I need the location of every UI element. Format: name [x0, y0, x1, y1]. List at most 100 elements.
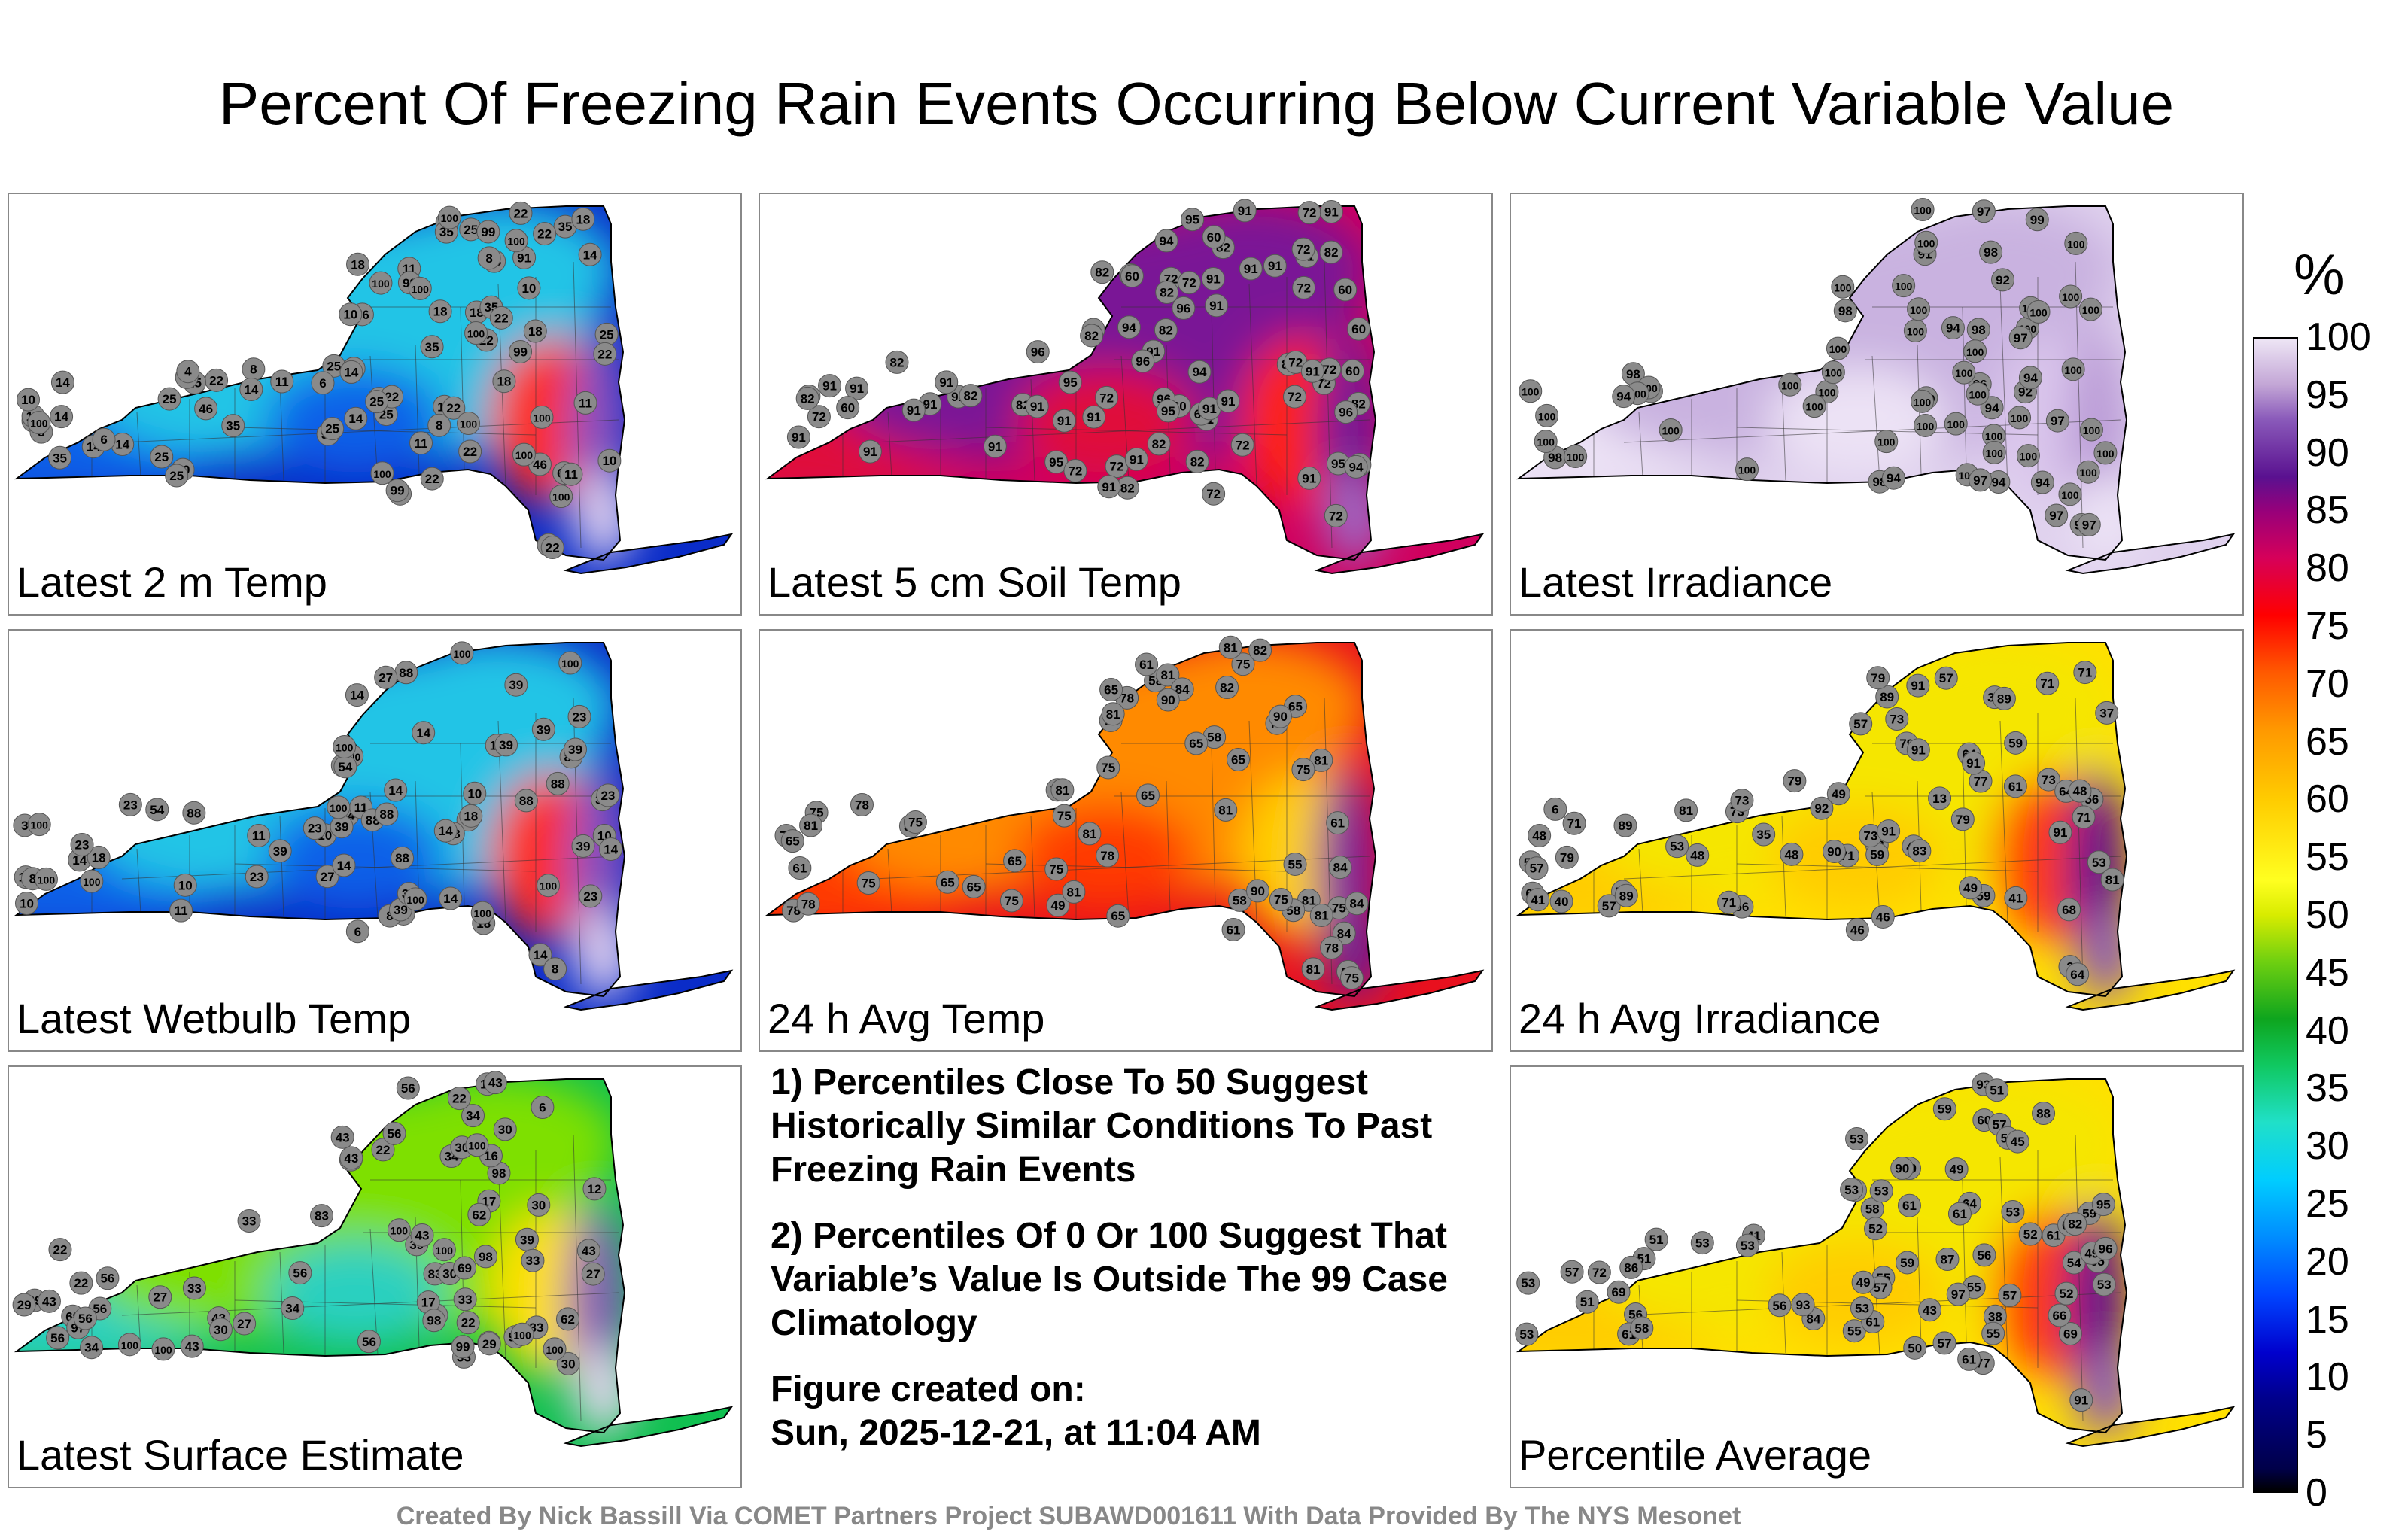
county-line: [279, 815, 284, 917]
station-marker: 61: [1326, 811, 1350, 835]
station-marker: 29: [12, 1293, 36, 1317]
station-value: 73: [2042, 773, 2056, 787]
station-value: 100: [1955, 367, 1973, 379]
station-value: 14: [583, 248, 597, 262]
station-value: 94: [1193, 365, 1207, 379]
station-value: 25: [325, 422, 339, 436]
station-marker: 53: [1690, 1231, 1714, 1255]
station-value: 37: [2099, 706, 2114, 720]
county-line: [497, 1157, 506, 1360]
colorbar-tick-label: 95: [2306, 372, 2349, 417]
station-value: 30: [498, 1123, 512, 1137]
station-marker: 60: [1202, 225, 1226, 249]
color-field: [768, 206, 1482, 573]
station-value: 89: [1619, 819, 1633, 833]
station-marker: 59: [1932, 1097, 1956, 1121]
station-marker: 100: [27, 813, 51, 837]
station-marker: 51: [1644, 1227, 1668, 1251]
station-value: 89: [1880, 690, 1894, 704]
station-marker: 61: [1897, 1193, 1921, 1217]
station-value: 35: [558, 220, 573, 234]
county-line: [1999, 720, 2008, 923]
station-marker: 100: [464, 321, 488, 345]
station-value: 72: [1592, 1266, 1607, 1280]
station-value: 61: [1227, 923, 1241, 937]
station-value: 91: [1221, 394, 1236, 409]
station-marker: 72: [807, 405, 831, 429]
station-value: 98: [492, 1166, 506, 1181]
station-value: 84: [1175, 682, 1190, 697]
station-marker: 46: [1845, 918, 1869, 942]
station-value: 91: [1911, 743, 1926, 758]
station-marker: 27: [581, 1262, 605, 1286]
station-marker: 100: [327, 795, 351, 819]
station-marker: 14: [344, 406, 368, 430]
station-value: 51: [1990, 1084, 2004, 1098]
station-value: 23: [308, 822, 322, 836]
station-marker: 48: [1686, 843, 1710, 867]
station-value: 75: [1296, 763, 1310, 777]
colorbar-tick-label: 30: [2306, 1124, 2349, 1169]
station-value: 100: [540, 880, 558, 892]
station-value: 62: [561, 1312, 575, 1327]
station-marker: 41: [1526, 888, 1550, 912]
station-value: 35: [53, 451, 67, 465]
station-marker: 91: [1906, 738, 1930, 762]
station-marker: 100: [1914, 413, 1938, 437]
station-marker: 60: [1341, 359, 1365, 383]
station-marker: 88: [546, 771, 570, 795]
station-value: 100: [468, 1140, 486, 1152]
station-marker: 23: [118, 792, 142, 816]
station-value: 54: [338, 760, 352, 774]
station-value: 35: [425, 340, 439, 354]
station-value: 71: [2040, 676, 2054, 691]
station-marker: 90: [1890, 1157, 1914, 1181]
county-line: [1999, 1157, 2008, 1360]
station-marker: 82: [1147, 432, 1171, 456]
station-marker: 33: [453, 1287, 477, 1312]
station-value: 100: [31, 819, 49, 831]
station-value: 100: [2061, 489, 2079, 501]
state-outline: [765, 642, 1377, 998]
station-value: 100: [154, 1344, 172, 1356]
station-value: 8: [552, 962, 558, 977]
station-marker: 23: [567, 704, 591, 728]
station-value: 100: [372, 278, 390, 290]
station-marker: 65: [1136, 783, 1160, 807]
station-marker: 61: [1947, 1202, 1972, 1226]
station-marker: 34: [281, 1296, 305, 1321]
station-marker: 39: [268, 839, 292, 863]
station-value: 79: [1787, 774, 1801, 789]
station-value: 51: [1580, 1295, 1595, 1309]
station-value: 10: [343, 308, 357, 322]
station-value: 69: [1612, 1285, 1626, 1299]
station-marker: 81: [1301, 957, 1325, 981]
station-marker: 73: [1730, 789, 1754, 813]
county-line: [1736, 863, 2039, 872]
station-marker: 81: [1062, 880, 1086, 904]
station-value: 96: [2099, 1242, 2113, 1256]
station-value: 78: [1100, 849, 1114, 863]
station-marker: 97: [1969, 468, 1993, 492]
station-value: 43: [185, 1339, 199, 1354]
station-value: 43: [344, 1151, 358, 1166]
station-marker: 94: [1117, 315, 1141, 339]
station-marker: 81: [1050, 778, 1075, 802]
station-value: 95: [1049, 455, 1063, 470]
station-marker: 100: [437, 205, 461, 229]
station-value: 66: [2052, 1309, 2066, 1323]
station-marker: 98: [1979, 240, 2003, 264]
station-value: 53: [1844, 1183, 1859, 1197]
station-marker: 81: [1674, 798, 1698, 822]
county-line: [1248, 284, 1257, 487]
station-marker: 23: [70, 832, 94, 856]
station-value: 73: [1735, 794, 1749, 808]
station-marker: 39: [563, 737, 587, 761]
station-value: 100: [513, 1329, 531, 1341]
station-marker: 69: [1607, 1280, 1631, 1304]
station-marker: 88: [182, 801, 206, 825]
station-value: 33: [526, 1254, 540, 1268]
station-value: 100: [2083, 424, 2101, 436]
station-marker: 81: [1309, 903, 1333, 927]
station-value: 49: [1051, 898, 1066, 913]
